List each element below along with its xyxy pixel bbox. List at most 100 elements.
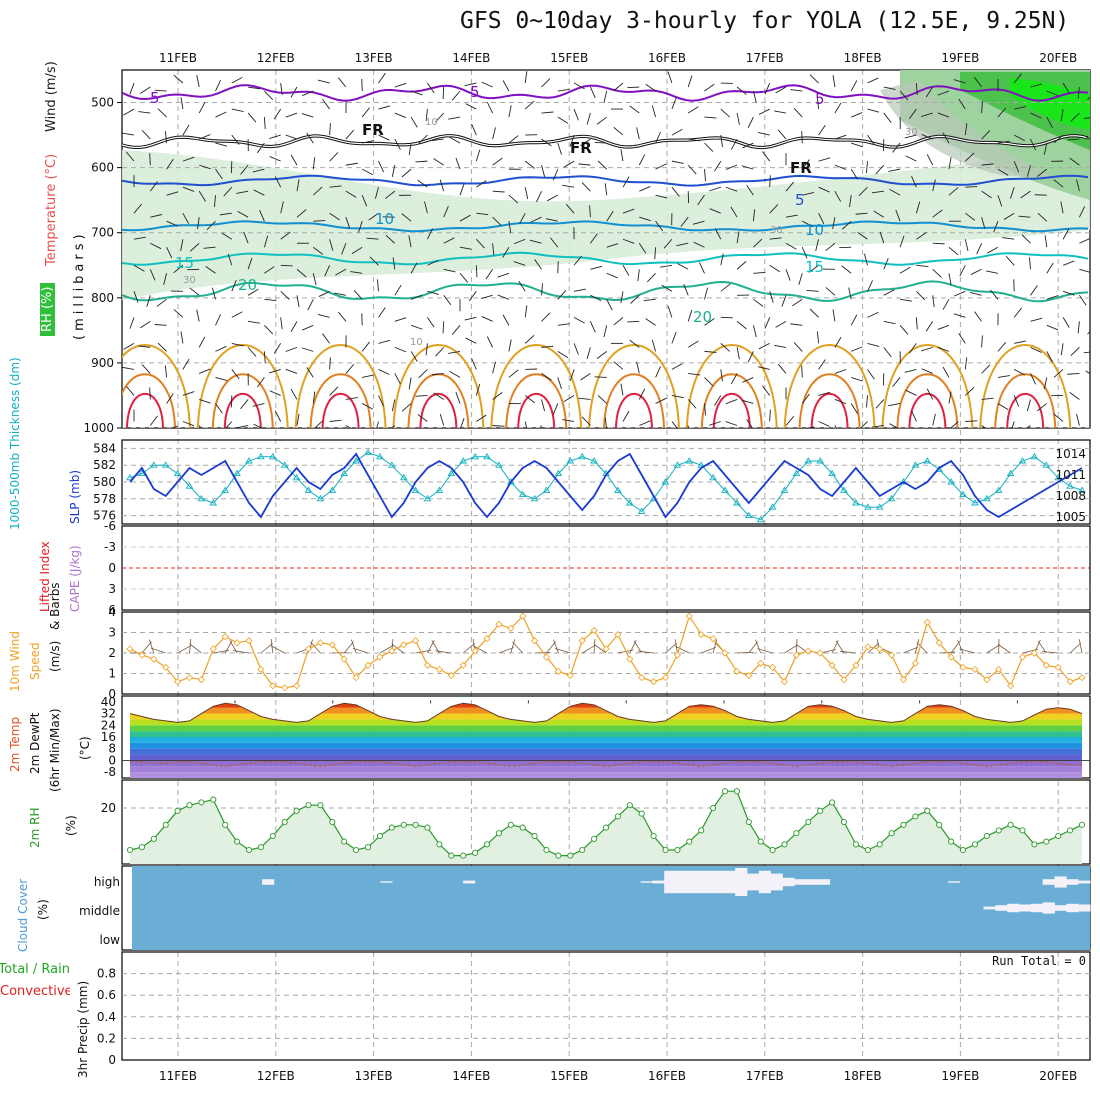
- wind-barb: [932, 209, 943, 218]
- wind-barb: [916, 290, 926, 301]
- isotherm-25: [122, 344, 191, 428]
- wind10m-barb: [633, 640, 643, 654]
- wind-barb: [671, 332, 677, 344]
- wind10m-barb: [665, 642, 678, 654]
- wind-barb: [236, 425, 249, 428]
- rh2m-point: [376, 832, 383, 840]
- wind-barb: [1026, 165, 1031, 177]
- wind10m-barb: [637, 650, 654, 654]
- wind10m-point: [1007, 682, 1015, 690]
- wind10m-point: [923, 618, 931, 626]
- rh2m-point: [888, 830, 895, 837]
- contour-label: 10: [425, 117, 438, 128]
- contour-label: FR: [790, 159, 812, 177]
- wind-barb: [443, 205, 449, 218]
- wind-barb: [280, 317, 283, 330]
- wind-barb: [306, 367, 314, 378]
- wind-barb: [659, 264, 672, 268]
- thickness-tick-label: 582: [93, 458, 116, 472]
- wind-barb: [656, 429, 668, 432]
- wind-barb: [589, 205, 591, 218]
- thickness-point: [471, 452, 479, 460]
- wind-barb: [866, 161, 868, 174]
- wind-barb: [709, 208, 721, 214]
- wind-barb: [391, 165, 396, 177]
- thickness-point: [388, 461, 396, 468]
- wind-barb: [1053, 413, 1064, 422]
- wind10m-barb: [593, 638, 596, 654]
- wind-barb: [769, 409, 771, 422]
- wind10m-point: [816, 649, 824, 657]
- thickness-point: [376, 452, 384, 460]
- wind-barb: [1020, 190, 1031, 199]
- wind-barb: [736, 112, 740, 125]
- rh2m-point: [983, 832, 990, 840]
- wind-barb: [986, 270, 998, 274]
- wind-barb: [214, 195, 216, 208]
- wind-barb: [627, 320, 640, 323]
- rh2m-point: [495, 830, 502, 837]
- pressure-tick-label: 500: [91, 96, 114, 110]
- wind-barb: [573, 108, 579, 121]
- wind-barb: [586, 112, 591, 125]
- wind-barb: [697, 194, 705, 206]
- wind-barb: [345, 190, 357, 198]
- wind-barb: [513, 238, 526, 245]
- rh2m-point: [448, 852, 455, 859]
- wind-barb: [974, 77, 982, 88]
- wind10m-barb: [831, 639, 839, 654]
- thickness-line: [129, 452, 1083, 521]
- wind-barb: [378, 72, 386, 84]
- wind-barb: [497, 294, 510, 300]
- wind-barb: [1030, 138, 1036, 151]
- wind-barb: [925, 86, 934, 98]
- wind-barb: [948, 273, 952, 286]
- wind-barb: [508, 339, 512, 352]
- wind-barb: [785, 416, 795, 426]
- wind10m-point: [1054, 663, 1062, 671]
- wind-barb: [322, 99, 330, 110]
- wind-barb: [476, 212, 489, 216]
- wind-barb: [793, 342, 803, 352]
- wind10m-point: [197, 676, 205, 684]
- wind-barb: [818, 421, 830, 427]
- wind-barb: [417, 179, 428, 188]
- wind-barb: [248, 320, 261, 324]
- wind-barb: [981, 335, 983, 348]
- wind-barb: [596, 351, 607, 359]
- thickness-point: [780, 486, 789, 493]
- wind-barb: [785, 242, 797, 250]
- wind10m-barb: [498, 647, 514, 654]
- wind-barb: [741, 165, 754, 170]
- wind10m-barb: [555, 648, 571, 654]
- wind-barb: [329, 357, 331, 370]
- wind-barb: [736, 231, 740, 244]
- thickness-point: [1042, 461, 1051, 468]
- wind-barb: [622, 208, 635, 214]
- wind-barb: [231, 369, 240, 380]
- wind-barb: [431, 372, 444, 376]
- thickness-point: [1018, 457, 1027, 464]
- thickness-point: [269, 452, 277, 460]
- wind-barb: [231, 311, 243, 318]
- wind-barb: [240, 164, 249, 175]
- wind-barb: [215, 168, 223, 180]
- wind-barb: [418, 369, 428, 379]
- wind-barb: [950, 421, 959, 428]
- isotherm-30: [407, 373, 470, 428]
- wind-barb: [942, 366, 950, 378]
- date-label-top: 11FEB: [159, 51, 197, 65]
- wind-barb: [154, 89, 167, 92]
- wind-barb: [231, 108, 244, 112]
- thickness-tick-label: 584: [93, 441, 116, 455]
- wind10m-point: [507, 624, 515, 632]
- wind-barb: [932, 413, 936, 426]
- wind10m-point: [709, 635, 717, 643]
- wind10m-point: [911, 659, 919, 667]
- wind-barb: [937, 112, 950, 118]
- wind-barb: [508, 369, 519, 378]
- rh2m-point: [519, 824, 526, 831]
- wind-barb: [604, 183, 608, 196]
- wind-barb: [704, 83, 715, 92]
- wind-barb: [932, 242, 945, 245]
